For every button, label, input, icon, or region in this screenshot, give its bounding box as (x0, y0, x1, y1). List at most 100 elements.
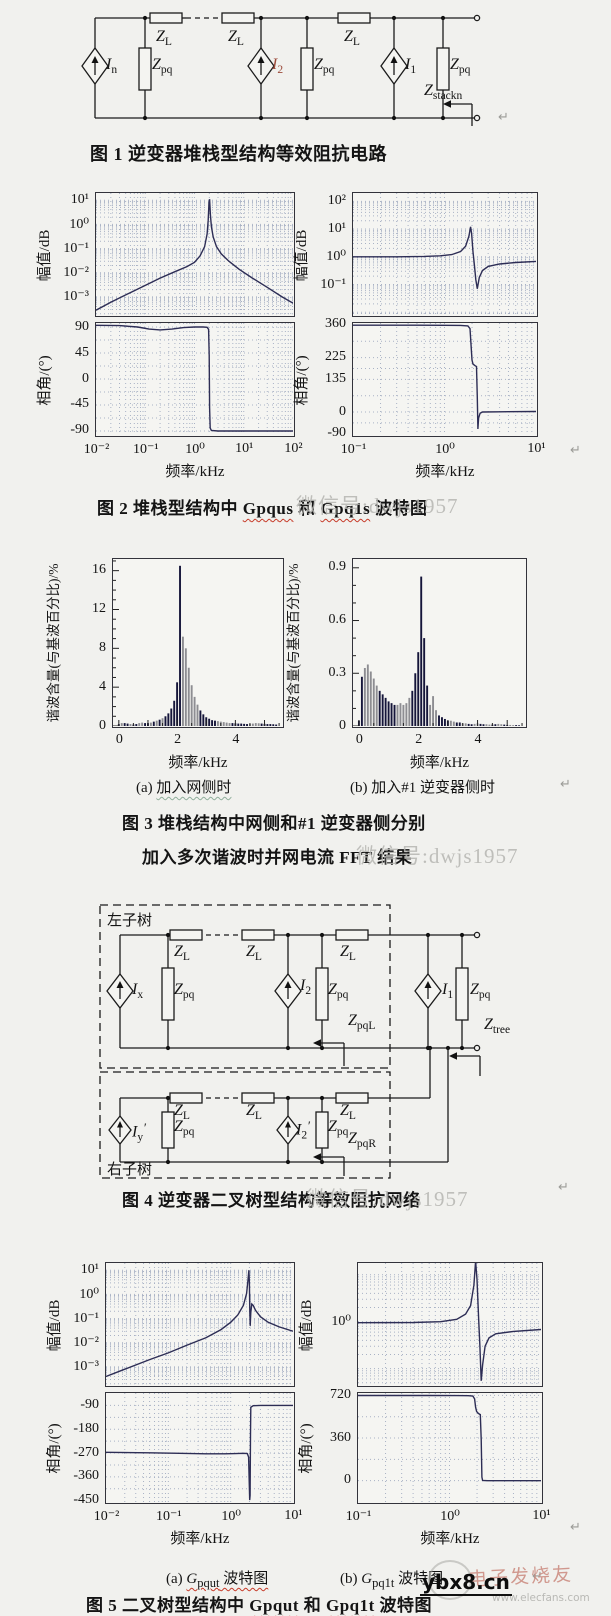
fft-bar (246, 724, 248, 726)
fft-bar (225, 722, 228, 726)
circuit-label: Ztree (484, 1016, 511, 1037)
resistor-ZL (221, 12, 255, 24)
x-tick-label: 10¹ (527, 441, 546, 456)
left-subtree-box (99, 904, 391, 1069)
fft-bar (482, 724, 485, 726)
fft-bar (214, 720, 216, 726)
circuit-label: Zpq (328, 981, 349, 1002)
fft-bar (384, 697, 387, 726)
y-tick-label: 10⁻¹ (320, 277, 346, 292)
fig5b_ph-panel (357, 1392, 543, 1504)
y-tick-label: 10⁻² (73, 1335, 99, 1351)
y-tick-label: 10⁻³ (73, 1359, 99, 1375)
fft-bar (464, 723, 467, 726)
fft-bar (363, 667, 366, 726)
x-tick-label: 10⁻¹ (340, 442, 367, 457)
current-source-Iy-prime (108, 1114, 132, 1146)
paragraph-mark: ↵ (532, 1569, 543, 1584)
y-tick-label: 10⁰ (331, 1314, 351, 1330)
fft-bar (152, 721, 155, 726)
fig2b_mag-panel (352, 192, 538, 317)
y-axis-label: 相角/(°) (46, 1423, 63, 1474)
impedance-arrow (443, 100, 451, 108)
figure-5-caption: 图 5 二叉树型结构中 Gpqut 和 Gpq1t 波特图 (86, 1591, 432, 1616)
fft-bar (393, 704, 396, 726)
y-tick-label: 10⁰ (69, 216, 89, 232)
fig5a_mag-plot (106, 1263, 293, 1385)
fft-bar (179, 565, 181, 726)
paragraph-mark: ↵ (560, 777, 571, 792)
x-axis-label: 频率/kHz (409, 755, 470, 771)
y-tick-label: 8 (99, 639, 106, 655)
fft-bar (423, 638, 426, 726)
fig2a_ph-curve (96, 324, 293, 432)
wechat-watermark: 微信号:dwjs1957 (356, 844, 519, 868)
y-tick-label: 0.9 (328, 559, 347, 575)
y-tick-label: 45 (75, 344, 89, 360)
circuit-label: ZL (246, 1102, 262, 1123)
caption-term-gpq1t: Gpq1t (326, 1596, 375, 1615)
fft-bar (378, 690, 381, 726)
fig2a_ph-panel (95, 322, 295, 437)
fft-bar (387, 701, 390, 726)
fft-bar (231, 723, 234, 726)
y-tick-label: 0 (82, 370, 89, 386)
fft-bar (155, 720, 158, 726)
symbol-G: G (361, 1571, 373, 1587)
caption-term-gpqut: Gpqut (249, 1596, 299, 1615)
fft-bar (432, 696, 435, 726)
circuit-label: Zstackn (424, 82, 463, 103)
terminal (473, 114, 481, 122)
fft-bar (473, 723, 476, 726)
fft-bar (494, 724, 497, 726)
fig3a-panel (112, 558, 284, 728)
figure-3-fft-charts: (a) 加入网侧时 (b) 加入#1 逆变器侧时 图 3 堆栈结构中网侧和#1 … (0, 530, 611, 880)
y-tick-label: 10⁰ (79, 1286, 99, 1302)
fft-bar (141, 722, 144, 726)
y-tick-label: 0 (339, 403, 346, 419)
fft-bar (138, 723, 141, 726)
current-source-I1 (380, 46, 408, 86)
fft-bar (190, 685, 193, 726)
x-tick-label: 0 (115, 732, 123, 747)
fig2a_mag-plot (96, 193, 293, 315)
x-tick-label: 10⁻¹ (345, 1509, 372, 1524)
fft-bar (123, 723, 126, 726)
x-tick-label: 10¹ (532, 1508, 551, 1523)
fig2a_ph-plot (96, 323, 293, 435)
fft-bar (375, 685, 378, 726)
fft-bar (135, 724, 138, 726)
fft-bar (126, 723, 129, 726)
fig2a_mag-panel (95, 192, 295, 317)
fft-bar (470, 724, 473, 726)
resistor-Zpq (436, 47, 450, 91)
y-tick-label: 10² (327, 192, 346, 208)
fig5a_ph-panel (105, 1392, 295, 1504)
x-tick-label: 10¹ (235, 441, 254, 456)
subcaption-b: (b) 加入#1 逆变器侧时 (350, 780, 495, 796)
fft-bar (187, 667, 190, 726)
circuit-label: ZL (174, 943, 190, 964)
fft-bar (443, 718, 446, 726)
circuit-label: I1 (442, 981, 454, 1002)
fig2b_mag-curve (353, 226, 536, 289)
fft-bar (181, 636, 184, 726)
fft-bar (429, 704, 432, 726)
fft-bar (381, 694, 384, 726)
current-source-In (81, 46, 109, 86)
fig2b_mag-plot (353, 193, 536, 315)
circuit-label: Zpq (152, 56, 173, 77)
fig5b_mag-curve (358, 1263, 541, 1381)
fft-bar (269, 724, 272, 726)
x-axis-label: 频率/kHz (165, 464, 225, 480)
figure-4-tree-circuit: 图 4 逆变器二叉树型结构等效阻抗网络 微信号:dwjs1957 ↵ 左子树 Ix… (0, 880, 611, 1220)
fft-bar (479, 723, 482, 726)
fft-bar (199, 710, 202, 726)
figure-5-bode-plots: (a) Gpqut 波特图 (b) Gpq1t 波特图 图 5 二叉树型结构中 … (0, 1220, 611, 1616)
fft-bar (254, 723, 257, 726)
fft-bar (485, 724, 488, 726)
fft-bar (228, 723, 231, 726)
wechat-watermark: 微信号:dwjs1957 (296, 494, 459, 518)
y-tick-label: 720 (330, 1386, 351, 1402)
symbol-G-subscript: pq1t (372, 1576, 395, 1590)
